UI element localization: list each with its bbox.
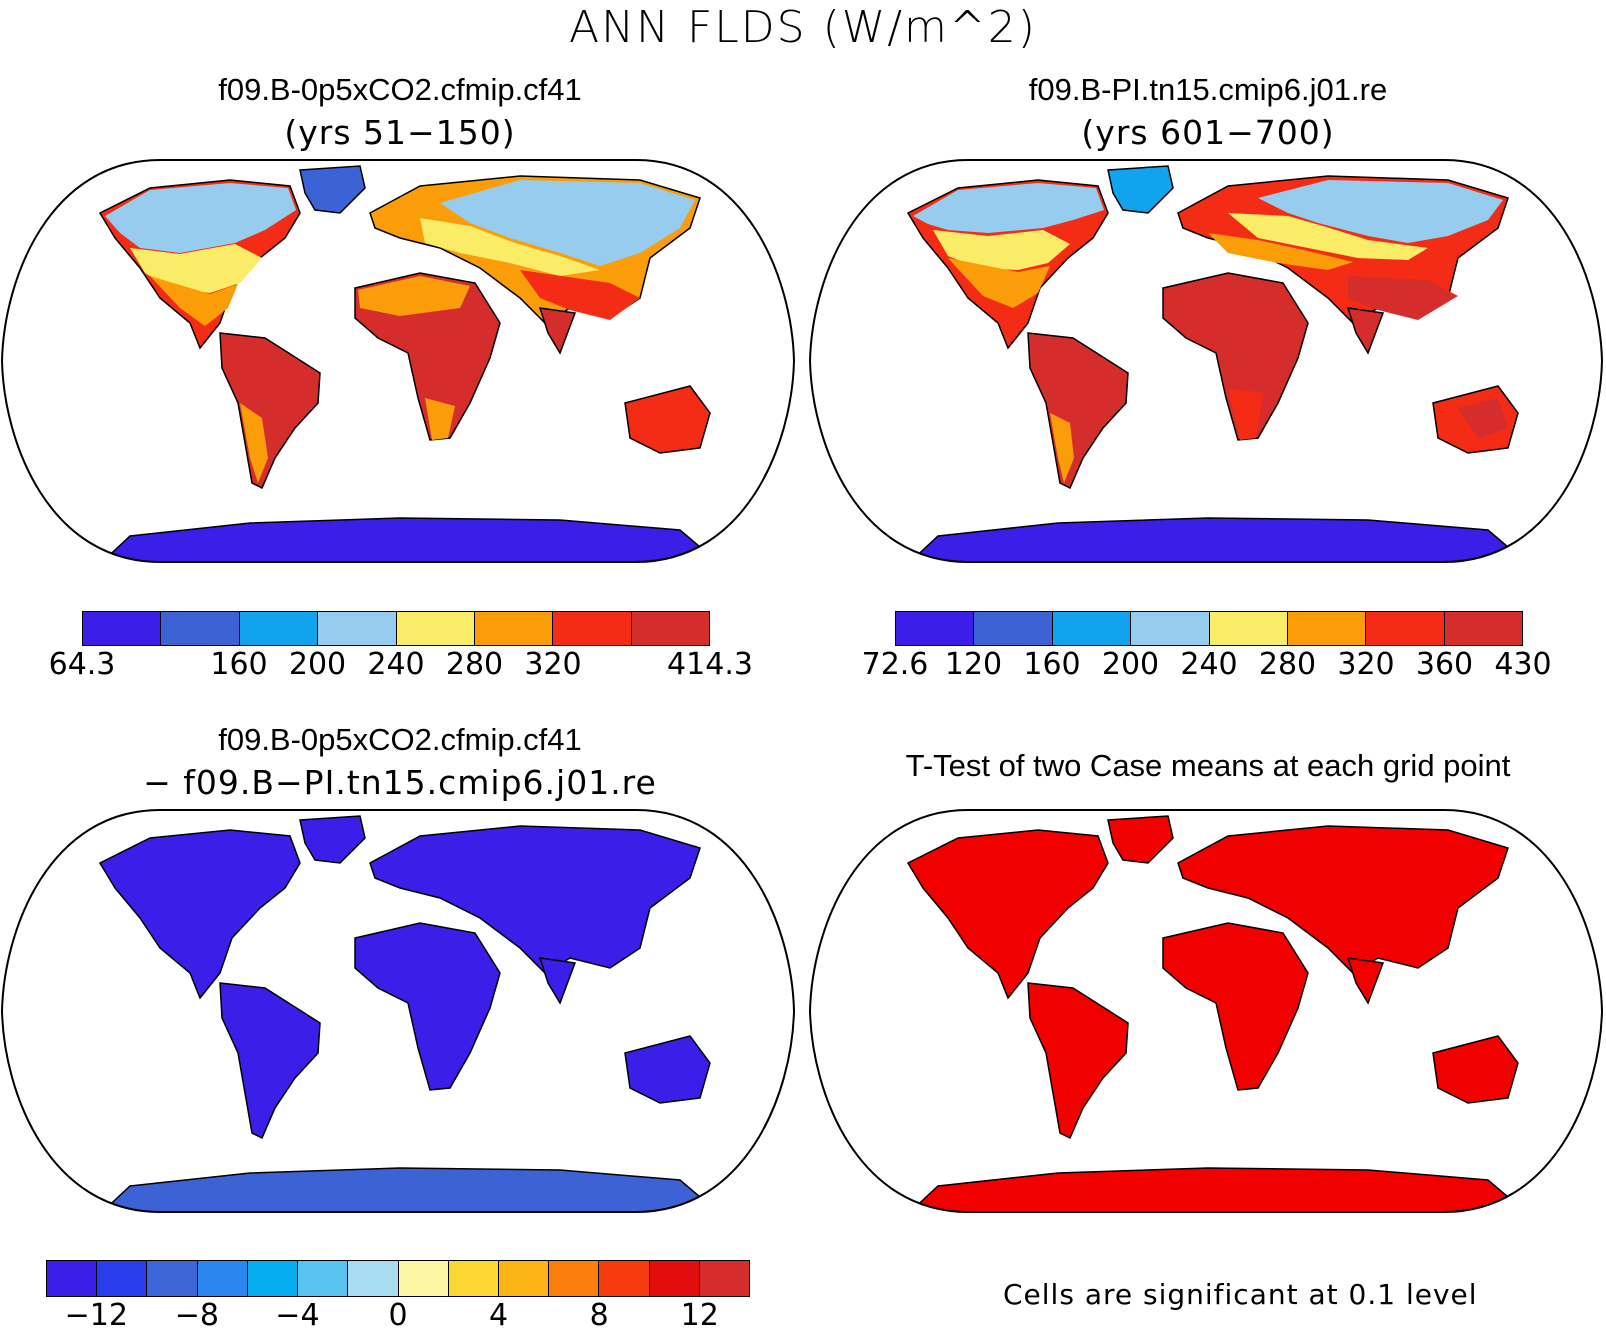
cb2-tick-label: 430 — [1494, 647, 1552, 682]
cb3-swatch-13 — [699, 1261, 750, 1296]
panel4-title: T-Test of two Case means at each grid po… — [905, 748, 1511, 783]
panel3-map — [0, 809, 796, 1213]
cb1-tick-label: 320 — [524, 647, 582, 682]
cb3-swatch-11 — [599, 1261, 650, 1296]
cb1-swatch-2 — [239, 612, 319, 645]
cb2-swatch-5 — [1287, 612, 1367, 645]
cb3-tick-label: −8 — [174, 1298, 219, 1333]
panel1-title: f09.B-0p5xCO2.cfmip.cf41 — [218, 72, 582, 107]
cb3-swatch-3 — [197, 1261, 248, 1296]
cb3-swatch-2 — [147, 1261, 198, 1296]
colorbar-3 — [46, 1260, 750, 1297]
panel3-title: f09.B-0p5xCO2.cfmip.cf41 — [218, 722, 582, 757]
cb2-tick-label: 160 — [1023, 647, 1081, 682]
cb1-tick-label: 240 — [367, 647, 425, 682]
cb1-tick-label: 280 — [445, 647, 504, 682]
cb2-swatch-0 — [896, 612, 975, 645]
cb2-swatch-4 — [1209, 612, 1288, 645]
cb1-swatch-6 — [553, 612, 632, 645]
cb3-swatch-10 — [549, 1261, 600, 1296]
cb2-tick-label: 240 — [1180, 647, 1238, 682]
main-title: ANN FLDS (W/m^2) — [569, 2, 1037, 53]
cb1-swatch-1 — [161, 612, 240, 645]
cb3-swatch-9 — [498, 1261, 550, 1296]
cb3-swatch-1 — [97, 1261, 148, 1296]
panel2-title: f09.B-PI.tn15.cmip6.j01.re — [1028, 72, 1388, 107]
cb3-swatch-6 — [348, 1261, 399, 1296]
cb1-swatch-3 — [318, 612, 397, 645]
cb3-tick-label: 4 — [489, 1298, 509, 1333]
cb3-tick-label: 8 — [589, 1298, 609, 1333]
panel2-subtitle: (yrs 601−700) — [1081, 113, 1335, 152]
cb3-tick-label: 0 — [388, 1298, 408, 1333]
panel3-subtitle: − f09.B−PI.tn15.cmip6.j01.re — [143, 763, 657, 802]
cb1-swatch-4 — [396, 612, 475, 645]
cb2-tick-label: 360 — [1415, 647, 1474, 682]
cb3-tick-label: −12 — [64, 1298, 128, 1333]
panel1-map — [0, 159, 796, 563]
cb3-tick-label: −4 — [275, 1298, 320, 1333]
cb3-swatch-0 — [47, 1261, 98, 1296]
cb2-tick-label: 120 — [944, 647, 1003, 682]
cb2-tick-label: 320 — [1337, 647, 1395, 682]
cb2-swatch-1 — [974, 612, 1053, 645]
cb1-tick-label: 414.3 — [667, 647, 753, 682]
cb1-tick-label: 200 — [288, 647, 347, 682]
cb3-tick-label: 12 — [680, 1298, 719, 1333]
cb1-tick-label: 64.3 — [48, 647, 116, 682]
cb2-tick-label: 72.6 — [861, 647, 929, 682]
cb3-swatch-5 — [298, 1261, 349, 1296]
cb3-swatch-8 — [448, 1261, 499, 1296]
cb1-tick-label: 160 — [210, 647, 268, 682]
cb2-swatch-6 — [1366, 612, 1445, 645]
cb2-swatch-7 — [1444, 612, 1522, 645]
cb3-swatch-7 — [398, 1261, 449, 1296]
cb2-swatch-2 — [1052, 612, 1132, 645]
cb2-swatch-3 — [1131, 612, 1210, 645]
colorbar-1 — [82, 611, 710, 646]
colorbar-2 — [895, 611, 1523, 646]
cb1-swatch-0 — [83, 612, 162, 645]
cb1-swatch-7 — [631, 612, 709, 645]
cb3-swatch-4 — [247, 1261, 299, 1296]
panel2-map — [808, 159, 1604, 563]
panel4-map — [808, 809, 1604, 1213]
cb3-swatch-12 — [649, 1261, 700, 1296]
significance-note: Cells are significant at 0.1 level — [1003, 1278, 1478, 1311]
panel1-subtitle: (yrs 51−150) — [284, 113, 516, 152]
cb1-swatch-5 — [474, 612, 554, 645]
cb2-tick-label: 280 — [1258, 647, 1317, 682]
cb2-tick-label: 200 — [1101, 647, 1160, 682]
